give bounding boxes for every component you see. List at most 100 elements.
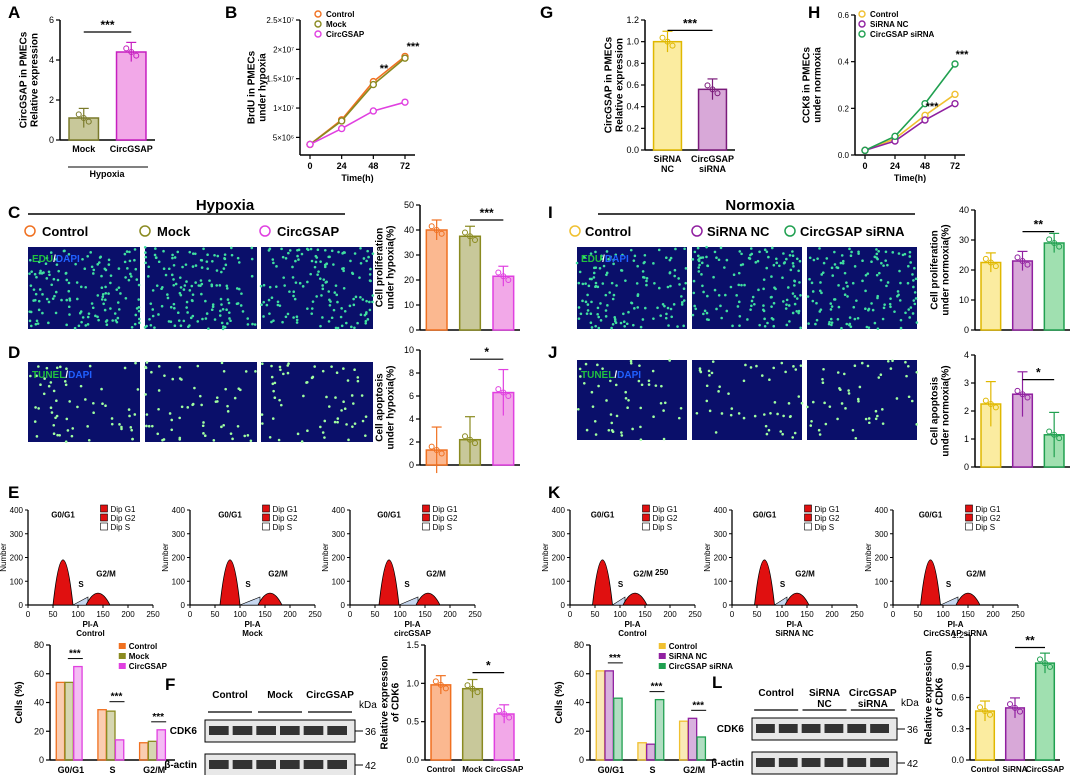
cell-dot bbox=[96, 263, 100, 266]
cell-dot bbox=[821, 377, 824, 381]
cell-dot bbox=[614, 383, 618, 387]
cell-dot bbox=[235, 287, 239, 290]
y-tick-label: 0.6 bbox=[626, 80, 639, 90]
x-tick-label: 100 bbox=[233, 610, 247, 619]
cell-dot bbox=[130, 325, 134, 329]
g2-peak bbox=[85, 592, 111, 606]
cell-dot bbox=[666, 285, 670, 289]
cell-dot bbox=[907, 264, 910, 268]
phase-label: G0/G1 bbox=[591, 511, 615, 520]
blot-band bbox=[280, 726, 300, 735]
cell-dot bbox=[673, 268, 677, 272]
y-tick-label: 80 bbox=[34, 640, 44, 650]
cell-dot bbox=[636, 306, 640, 309]
cell-dot bbox=[765, 432, 769, 436]
cell-dot bbox=[732, 273, 736, 277]
y-tick-label: 400 bbox=[10, 506, 24, 515]
legend-label: Dip G2 bbox=[111, 514, 136, 523]
cell-dot bbox=[839, 261, 843, 265]
cell-dot bbox=[822, 367, 825, 371]
cell-dot bbox=[742, 379, 746, 383]
cell-dot bbox=[228, 317, 231, 320]
cell-dot bbox=[364, 319, 368, 323]
cell-dot bbox=[323, 419, 327, 423]
cell-dot bbox=[736, 305, 740, 308]
cell-dot bbox=[915, 321, 919, 324]
cell-dot bbox=[889, 297, 892, 300]
cell-dot bbox=[210, 308, 214, 312]
cell-dot bbox=[90, 265, 94, 269]
x-tick-label: CircGSAP bbox=[110, 144, 153, 154]
microscopy-image bbox=[261, 362, 373, 442]
x-tick-label: S bbox=[649, 765, 655, 775]
cell-dot bbox=[669, 307, 673, 311]
cell-dot bbox=[604, 293, 608, 297]
cell-dot bbox=[200, 292, 203, 296]
cell-dot bbox=[29, 284, 33, 287]
kda-label: 36 bbox=[365, 727, 377, 738]
cell-dot bbox=[791, 436, 794, 439]
y-tick-label: 300 bbox=[714, 530, 728, 539]
y-axis-label: Number bbox=[703, 543, 712, 572]
cell-dot bbox=[133, 248, 137, 251]
series-point bbox=[951, 60, 959, 68]
legend-swatch bbox=[658, 643, 666, 649]
cell-dot bbox=[657, 286, 661, 290]
blot-band bbox=[801, 758, 821, 767]
cell-dot bbox=[81, 316, 85, 319]
cell-dot bbox=[677, 416, 681, 420]
cell-dot bbox=[55, 263, 59, 266]
cell-dot bbox=[678, 283, 681, 286]
significance-mark: ** bbox=[380, 63, 389, 75]
legend-swatch bbox=[100, 513, 108, 522]
cell-dot bbox=[753, 302, 756, 306]
y-axis-label: Number bbox=[0, 543, 8, 572]
cell-dot bbox=[575, 261, 579, 265]
data-point bbox=[1019, 258, 1026, 264]
cell-dot bbox=[52, 423, 56, 427]
cell-dot bbox=[582, 381, 586, 385]
cell-dot bbox=[89, 251, 92, 254]
cell-dot bbox=[173, 324, 177, 327]
cell-dot bbox=[137, 298, 141, 301]
x-tick-label: Control bbox=[971, 765, 999, 774]
cell-dot bbox=[156, 432, 160, 436]
cell-dot bbox=[833, 298, 837, 301]
cell-dot bbox=[227, 301, 231, 305]
g1-peak bbox=[378, 559, 400, 606]
cell-dot bbox=[867, 326, 871, 329]
x-tick-label: 150 bbox=[418, 610, 432, 619]
cell-dot bbox=[577, 317, 581, 320]
data-point bbox=[1042, 660, 1048, 667]
cell-dot bbox=[109, 281, 112, 285]
y-tick-label: 4 bbox=[964, 350, 969, 360]
y-tick-label: 30 bbox=[959, 235, 969, 245]
cell-dot bbox=[145, 424, 148, 428]
x-axis-label: PI-A bbox=[405, 620, 421, 629]
cell-dot bbox=[149, 302, 153, 305]
cell-dot bbox=[773, 286, 776, 289]
cell-dot bbox=[154, 247, 157, 250]
cell-dot bbox=[359, 262, 363, 265]
bar bbox=[646, 743, 656, 761]
stain-label: TUNEL/DAPI bbox=[581, 370, 641, 381]
x-tick-label: 0 bbox=[862, 161, 867, 171]
cell-dot bbox=[341, 267, 344, 271]
cell-dot bbox=[166, 296, 170, 300]
cell-dot bbox=[300, 252, 304, 256]
microscopy-image bbox=[261, 247, 373, 329]
blot-band bbox=[256, 726, 276, 735]
cell-dot bbox=[92, 268, 96, 272]
y-axis-label: Number bbox=[864, 543, 873, 572]
cell-dot bbox=[612, 258, 615, 262]
panel-letter: C bbox=[8, 203, 20, 222]
cell-dot bbox=[111, 319, 114, 322]
cell-dot bbox=[260, 303, 263, 306]
cell-dot bbox=[170, 418, 174, 422]
cell-dot bbox=[909, 306, 913, 309]
cell-dot bbox=[737, 300, 741, 304]
histogram-label: SiRNA NC bbox=[775, 629, 814, 638]
cell-dot bbox=[309, 272, 312, 276]
cell-dot bbox=[912, 299, 916, 302]
blot-band bbox=[756, 724, 775, 733]
